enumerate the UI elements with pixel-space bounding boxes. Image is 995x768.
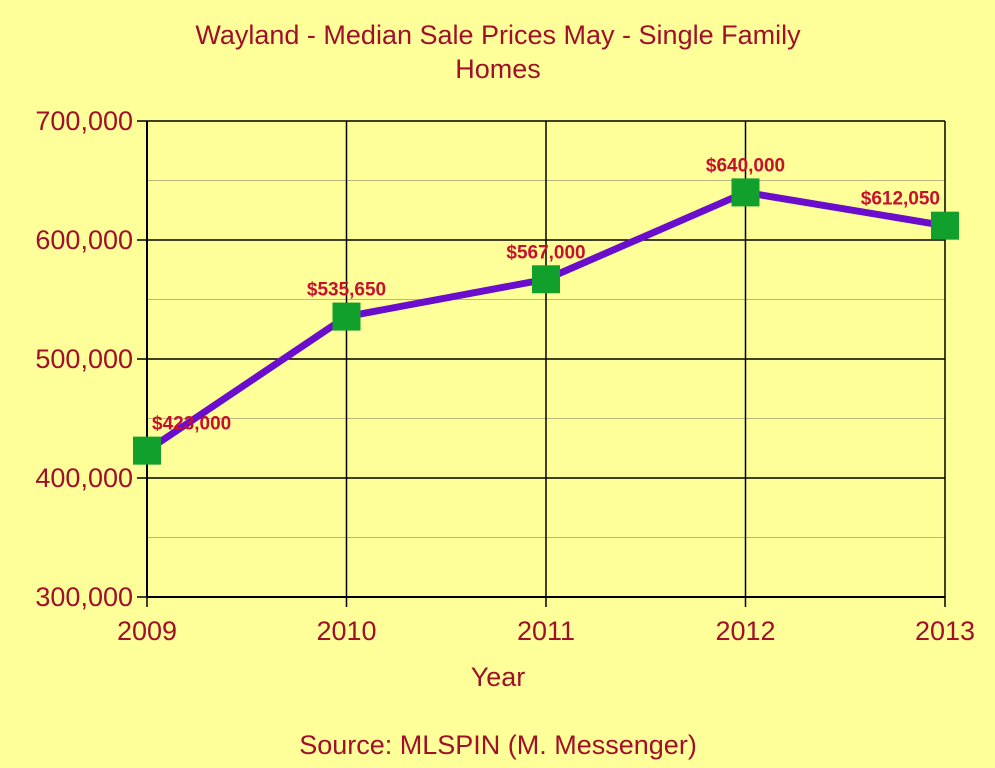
grid bbox=[137, 120, 946, 607]
data-marker bbox=[332, 302, 361, 331]
y-tick-label: 500,000 bbox=[35, 344, 133, 374]
chart-title-line-1: Wayland - Median Sale Prices May - Singl… bbox=[195, 20, 801, 50]
x-tick-label: 2012 bbox=[715, 616, 775, 646]
data-label: $423,000 bbox=[152, 414, 231, 435]
x-axis-label: Year bbox=[471, 662, 526, 692]
x-tick-label: 2011 bbox=[517, 616, 575, 646]
data-label: $567,000 bbox=[506, 242, 585, 263]
x-tick-label: 2013 bbox=[915, 616, 975, 646]
data-marker bbox=[731, 178, 760, 207]
y-tick-label: 400,000 bbox=[35, 463, 133, 493]
data-label: $640,000 bbox=[706, 155, 785, 176]
source-note: Source: MLSPIN (M. Messenger) bbox=[299, 730, 697, 760]
data-labels: $423,000 $535,650 $567,000 $640,000 $612,050 bbox=[152, 155, 940, 434]
data-marker bbox=[931, 211, 959, 240]
y-tick-label: 600,000 bbox=[35, 225, 133, 255]
x-tick-label: 2009 bbox=[117, 616, 177, 646]
x-axis-tick-labels: 2009 2010 2011 2012 2013 bbox=[117, 616, 975, 646]
axes bbox=[146, 121, 945, 598]
data-label: $535,650 bbox=[307, 280, 386, 301]
chart-title-line-2: Homes bbox=[455, 54, 541, 84]
y-axis-tick-labels: 300,000 400,000 500,000 600,000 700,000 bbox=[35, 106, 133, 612]
x-tick-label: 2010 bbox=[316, 616, 376, 646]
data-label: $612,050 bbox=[861, 189, 940, 210]
data-marker bbox=[133, 436, 161, 465]
data-markers bbox=[133, 178, 959, 465]
y-tick-label: 700,000 bbox=[35, 106, 133, 136]
data-marker bbox=[532, 265, 560, 294]
y-tick-label: 300,000 bbox=[35, 582, 133, 612]
